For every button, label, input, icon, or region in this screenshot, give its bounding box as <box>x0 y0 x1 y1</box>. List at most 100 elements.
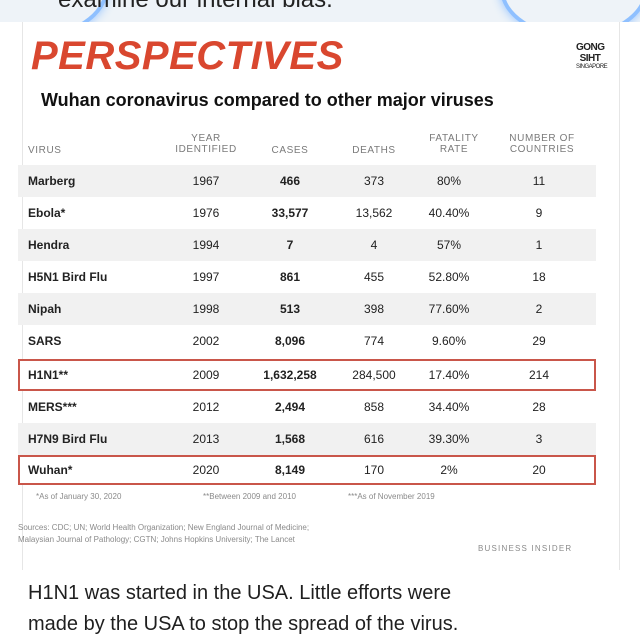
header-year: YEAR IDENTIFIED <box>168 133 244 155</box>
cell-cases: 8,096 <box>274 334 306 348</box>
logo-line-1: GONG <box>576 42 605 53</box>
header-rate-line1: FATALITY <box>429 133 479 144</box>
cell-cases: 8,149 <box>274 463 306 477</box>
header-virus: VIRUS <box>28 145 62 156</box>
cell-year: 2009 <box>192 368 220 382</box>
header-year-line2: IDENTIFIED <box>175 144 237 155</box>
cell-virus: MERS*** <box>28 400 77 414</box>
table-row: Hendra 1994 7 4 57% 1 <box>18 229 596 261</box>
table-row: SARS 2002 8,096 774 9.60% 29 <box>18 325 596 357</box>
cell-virus: Nipah <box>28 302 62 316</box>
cell-countries: 18 <box>532 270 546 284</box>
cell-year: 1967 <box>192 174 220 188</box>
top-cropped-area: examine our internal bias. <box>0 0 640 22</box>
cell-fatality-rate: 17.40% <box>428 368 470 382</box>
cell-fatality-rate: 2% <box>440 463 458 477</box>
cell-fatality-rate: 40.40% <box>428 206 470 220</box>
post-caption: H1N1 was started in the USA. Little effo… <box>28 578 618 640</box>
cell-cases: 2,494 <box>274 400 306 414</box>
cell-countries: 1 <box>535 238 543 252</box>
table-row: Ebola* 1976 33,577 13,562 40.40% 9 <box>18 197 596 229</box>
logo-line-3: SINGAPORE <box>576 64 608 70</box>
cell-cases: 861 <box>279 270 301 284</box>
cell-fatality-rate: 34.40% <box>428 400 470 414</box>
cell-cases: 466 <box>279 174 301 188</box>
cell-virus: H7N9 Bird Flu <box>28 432 108 446</box>
table-row: H5N1 Bird Flu 1997 861 455 52.80% 18 <box>18 261 596 293</box>
business-insider-credit: BUSINESS INSIDER <box>478 544 573 553</box>
cell-deaths: 398 <box>363 302 385 316</box>
table-row-highlighted: Wuhan* 2020 8,149 170 2% 20 <box>18 455 596 485</box>
cell-year: 2013 <box>192 432 220 446</box>
cell-fatality-rate: 57% <box>436 238 462 252</box>
cell-cases: 513 <box>279 302 301 316</box>
cell-fatality-rate: 77.60% <box>428 302 470 316</box>
cell-year: 1994 <box>192 238 220 252</box>
infographic-subtitle: Wuhan coronavirus compared to other majo… <box>41 90 494 110</box>
cell-fatality-rate: 80% <box>436 174 462 188</box>
table-row: Nipah 1998 513 398 77.60% 2 <box>18 293 596 325</box>
header-fatality-rate: FATALITY RATE <box>412 133 496 155</box>
table-header: VIRUS YEAR IDENTIFIED CASES DEATHS FATAL… <box>18 125 596 163</box>
sources-line-2: Malaysian Journal of Pathology; CGTN; Jo… <box>18 535 295 544</box>
table-row: H7N9 Bird Flu 2013 1,568 616 39.30% 3 <box>18 423 596 455</box>
cell-fatality-rate: 9.60% <box>431 334 467 348</box>
table-row: MERS*** 2012 2,494 858 34.40% 28 <box>18 391 596 423</box>
cell-deaths: 616 <box>363 432 385 446</box>
footnote-1: *As of January 30, 2020 <box>36 492 122 501</box>
cell-deaths: 858 <box>363 400 385 414</box>
sources: Sources: CDC; UN; World Health Organizat… <box>18 522 488 546</box>
cell-virus: SARS <box>28 334 62 348</box>
table-row: Marberg 1967 466 373 80% 11 <box>18 165 596 197</box>
cell-countries: 11 <box>532 174 546 188</box>
cell-virus: Hendra <box>28 238 70 252</box>
caption-line-1: H1N1 was started in the USA. Little effo… <box>28 582 452 604</box>
cell-cases: 1,568 <box>274 432 306 446</box>
cell-countries: 9 <box>535 206 543 220</box>
header-year-line1: YEAR <box>191 133 221 144</box>
cell-virus: H5N1 Bird Flu <box>28 270 108 284</box>
footnote-2: **Between 2009 and 2010 <box>203 492 296 501</box>
header-countries-line1: NUMBER OF <box>509 133 575 144</box>
logo-line-2: SIHT <box>579 53 601 64</box>
cell-cases: 1,632,258 <box>263 368 317 382</box>
gong-siht-logo: GONG SIHT SINGAPORE <box>576 42 608 92</box>
cell-virus: H1N1** <box>28 368 69 382</box>
cell-year: 2012 <box>192 400 220 414</box>
cell-fatality-rate: 39.30% <box>428 432 470 446</box>
cell-year: 1998 <box>192 302 220 316</box>
caption-line-2: made by the USA to stop the spread of th… <box>28 613 459 635</box>
cell-countries: 29 <box>532 334 546 348</box>
header-countries-line2: COUNTRIES <box>509 144 575 155</box>
cell-countries: 214 <box>528 368 550 382</box>
sources-line-1: Sources: CDC; UN; World Health Organizat… <box>18 523 310 532</box>
cell-virus: Marberg <box>28 174 76 188</box>
cell-deaths: 4 <box>370 238 378 252</box>
glow-ring-right-decoration <box>500 0 640 22</box>
cell-deaths: 373 <box>363 174 385 188</box>
perspectives-heading: PERSPECTIVES <box>31 34 344 78</box>
cell-countries: 28 <box>532 400 546 414</box>
cell-cases: 7 <box>286 238 294 252</box>
cell-year: 2020 <box>192 463 220 477</box>
header-cases: CASES <box>271 145 309 156</box>
header-deaths: DEATHS <box>352 145 396 156</box>
cell-deaths: 455 <box>363 270 385 284</box>
cell-year: 1997 <box>192 270 220 284</box>
cell-deaths: 774 <box>363 334 385 348</box>
footnote-3: ***As of November 2019 <box>348 492 435 501</box>
cell-deaths: 170 <box>363 463 385 477</box>
cell-virus: Ebola* <box>28 206 66 220</box>
previous-post-partial-text: examine our internal bias. <box>58 0 333 14</box>
table-row-highlighted: H1N1** 2009 1,632,258 284,500 17.40% 214 <box>18 359 596 391</box>
cell-year: 1976 <box>192 206 220 220</box>
cell-year: 2002 <box>192 334 220 348</box>
cell-countries: 3 <box>535 432 543 446</box>
cell-countries: 2 <box>535 302 543 316</box>
cell-fatality-rate: 52.80% <box>428 270 470 284</box>
cell-virus: Wuhan* <box>28 463 73 477</box>
cell-cases: 33,577 <box>271 206 309 220</box>
header-rate-line2: RATE <box>439 144 469 155</box>
cell-deaths: 284,500 <box>352 368 396 382</box>
header-countries: NUMBER OF COUNTRIES <box>496 133 588 155</box>
